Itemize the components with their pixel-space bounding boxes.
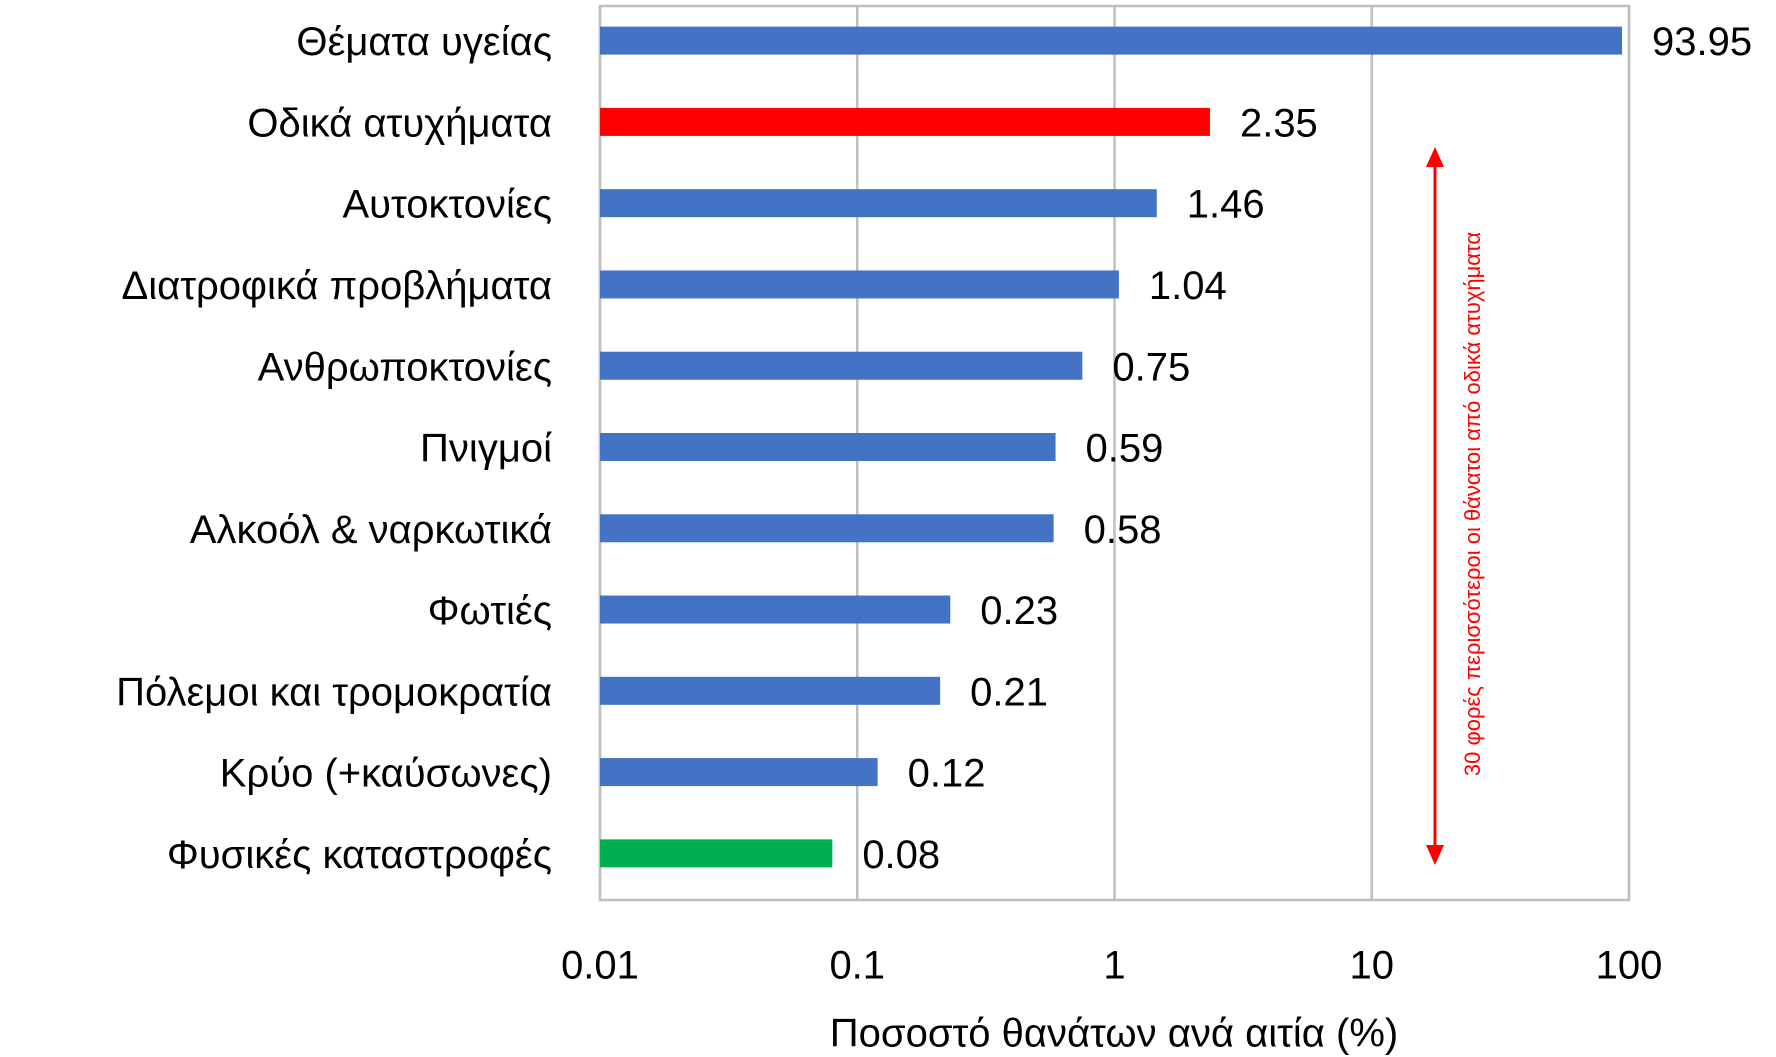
y-tick-label: Ανθρωποκτονίες — [258, 345, 552, 389]
value-label: 93.95 — [1652, 20, 1752, 64]
y-tick-label: Θέματα υγείας — [296, 20, 552, 64]
y-tick-label: Οδικά ατυχήματα — [247, 101, 552, 145]
value-label: 0.21 — [970, 670, 1048, 714]
bar — [600, 839, 833, 868]
x-tick-label: 10 — [1350, 944, 1395, 988]
x-tick-label: 1 — [1103, 944, 1125, 988]
x-tick-label: 0.1 — [829, 944, 885, 988]
value-label: 0.59 — [1086, 427, 1164, 471]
y-tick-label: Φυσικές καταστροφές — [167, 833, 552, 877]
value-label: 1.46 — [1187, 183, 1265, 227]
arrow-head — [1426, 845, 1444, 865]
value-label: 0.75 — [1112, 345, 1190, 389]
value-label: 0.08 — [862, 833, 940, 877]
bar — [600, 514, 1054, 543]
y-tick-label: Πνιγμοί — [420, 427, 552, 471]
bar — [600, 107, 1210, 136]
x-tick-label: 100 — [1596, 944, 1663, 988]
bar — [600, 595, 951, 624]
bar — [600, 676, 941, 705]
bar — [600, 270, 1119, 299]
value-label: 0.58 — [1084, 508, 1162, 552]
y-tick-label: Διατροφικά προβλήματα — [122, 264, 553, 308]
bar — [600, 758, 878, 787]
value-label: 1.04 — [1149, 264, 1227, 308]
bar — [600, 351, 1083, 380]
y-tick-label: Κρύο (+καύσωνες) — [220, 752, 552, 796]
bar — [600, 26, 1623, 55]
arrow-head — [1426, 147, 1444, 167]
y-tick-label: Φωτιές — [428, 589, 552, 633]
y-tick-label: Αυτοκτονίες — [342, 183, 552, 227]
y-tick-label: Πόλεμοι και τρομοκρατία — [116, 670, 552, 714]
value-label: 0.23 — [980, 589, 1058, 633]
annotation: 30 φορές περισσότεροι οι θάνατοι από οδι… — [1460, 232, 1485, 777]
bar — [600, 189, 1157, 218]
x-axis-title: Ποσοστό θανάτων ανά αιτία (%) — [830, 1012, 1399, 1056]
value-label: 0.12 — [908, 752, 986, 796]
value-label: 2.35 — [1240, 101, 1318, 145]
bar — [600, 433, 1056, 461]
x-tick-label: 0.01 — [561, 944, 639, 988]
y-tick-label: Αλκοόλ & ναρκωτικά — [190, 508, 552, 552]
